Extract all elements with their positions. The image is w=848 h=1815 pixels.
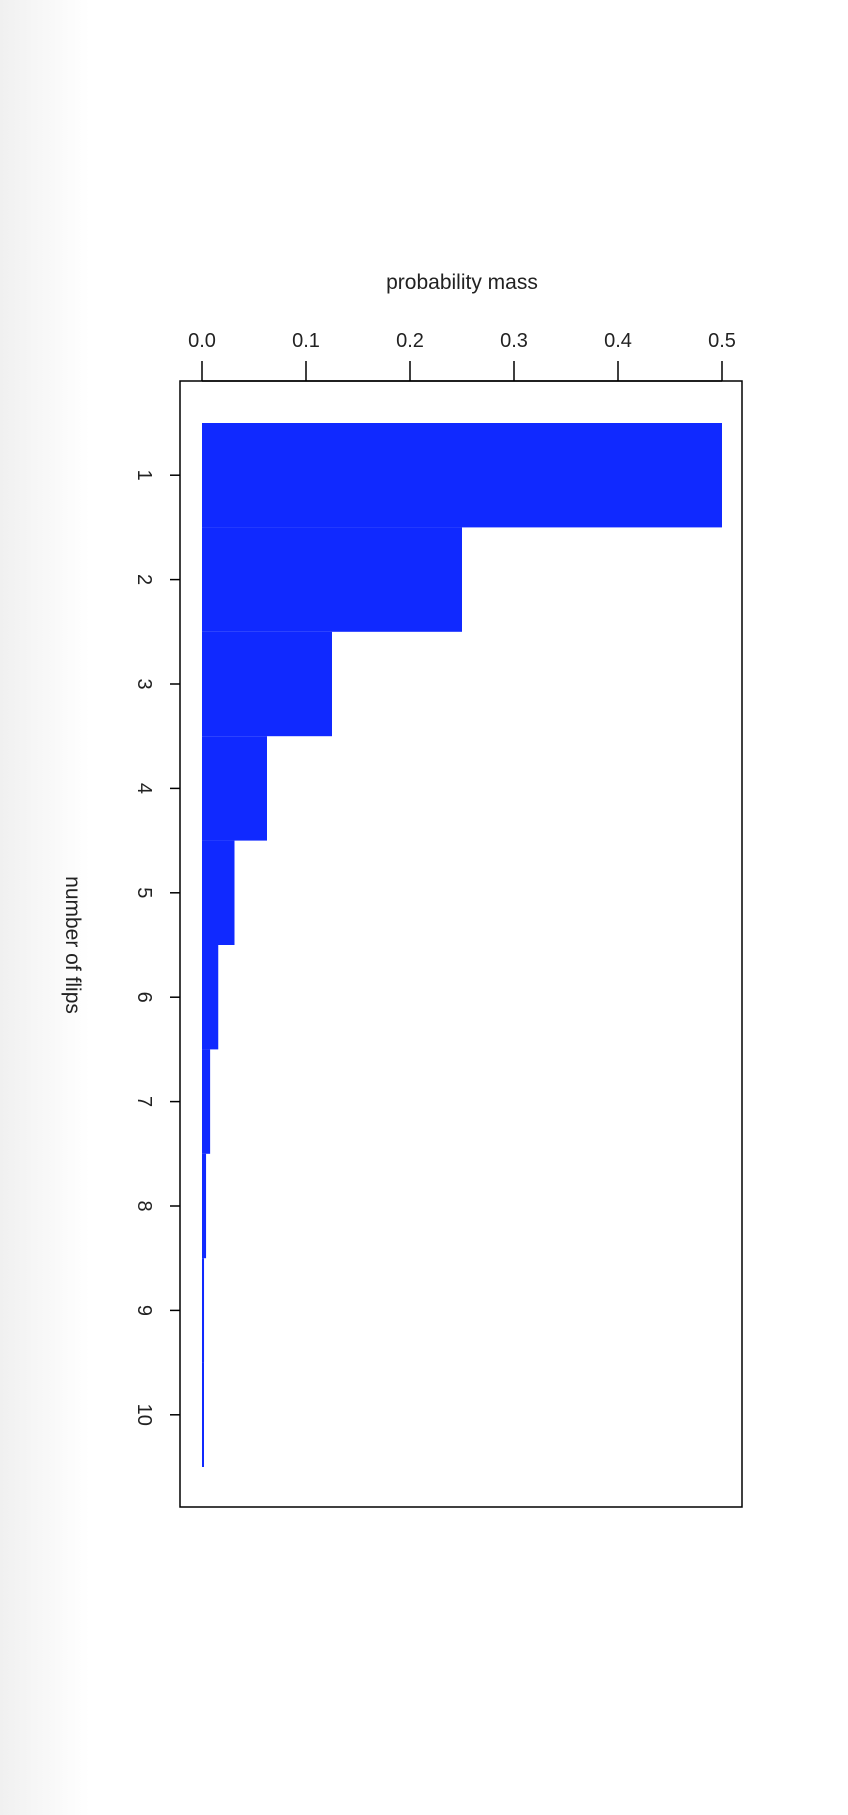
bar-2	[202, 527, 462, 632]
x-tick-label-0.4: 0.4	[604, 330, 632, 352]
y-tick-label-10: 10	[133, 1404, 155, 1426]
x-tick-label-0.5: 0.5	[708, 330, 736, 352]
y-tick-label-9: 9	[133, 1305, 155, 1316]
y-tick-label-1: 1	[133, 470, 155, 481]
bar-1	[202, 423, 722, 528]
x-tick-label-0.1: 0.1	[292, 330, 320, 352]
bar-4	[202, 736, 267, 841]
x-axis: 0.0 0.1 0.2 0.3 0.4 0.5	[188, 330, 736, 382]
y-tick-label-3: 3	[133, 678, 155, 689]
x-tick-label-0.0: 0.0	[188, 330, 216, 352]
x-tick-label-0.2: 0.2	[396, 330, 424, 352]
x-axis-label: probability mass	[386, 271, 538, 294]
y-axis-label: number of flips	[61, 876, 84, 1014]
bar-3	[202, 631, 332, 737]
y-tick-label-2: 2	[133, 574, 155, 585]
y-tick-label-6: 6	[133, 992, 155, 1003]
bar-10	[202, 1362, 204, 1467]
bar-5	[202, 840, 235, 945]
y-tick-label-7: 7	[133, 1096, 155, 1107]
bars-group	[202, 423, 722, 1467]
bar-8	[202, 1153, 207, 1259]
y-tick-label-8: 8	[133, 1200, 155, 1211]
bar-7	[202, 1049, 211, 1154]
y-tick-label-4: 4	[133, 783, 155, 794]
x-tick-label-0.3: 0.3	[500, 330, 528, 352]
bar-6	[202, 945, 219, 1050]
bar-9	[202, 1258, 205, 1363]
y-tick-label-5: 5	[133, 887, 155, 898]
y-axis: 1 2 3 4 5 6 7 8 9 10	[133, 470, 180, 1426]
